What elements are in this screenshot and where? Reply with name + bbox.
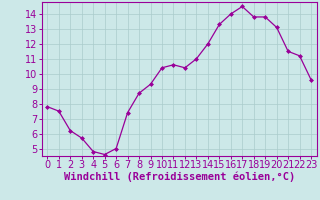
X-axis label: Windchill (Refroidissement éolien,°C): Windchill (Refroidissement éolien,°C) — [64, 172, 295, 182]
